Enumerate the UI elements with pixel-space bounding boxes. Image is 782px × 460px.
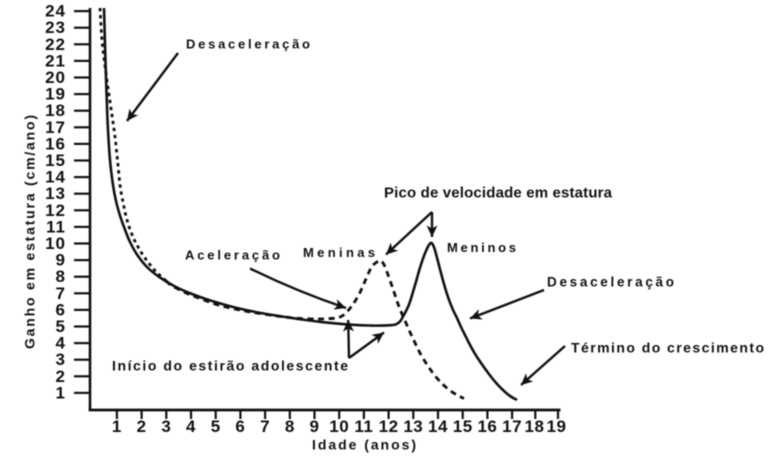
svg-text:3: 3 (56, 350, 66, 369)
svg-text:6: 6 (56, 300, 66, 319)
svg-text:Desaceleração: Desaceleração (547, 275, 674, 290)
svg-text:1: 1 (56, 383, 66, 402)
svg-text:7: 7 (260, 417, 270, 436)
svg-text:14: 14 (45, 168, 66, 187)
svg-text:22: 22 (45, 35, 66, 54)
svg-text:24: 24 (45, 2, 66, 21)
svg-text:2: 2 (56, 367, 66, 386)
svg-text:11: 11 (354, 417, 373, 436)
svg-text:5: 5 (56, 317, 66, 336)
svg-text:18: 18 (45, 101, 66, 120)
svg-text:4: 4 (56, 334, 66, 353)
svg-text:13: 13 (403, 417, 423, 436)
svg-text:11: 11 (46, 217, 66, 236)
svg-text:Término do crescimento: Término do crescimento (571, 340, 764, 356)
svg-text:17: 17 (502, 417, 522, 436)
svg-text:16: 16 (477, 417, 497, 436)
svg-text:Pico de velocidade em estatura: Pico de velocidade em estatura (384, 185, 613, 202)
svg-text:2: 2 (137, 417, 147, 436)
svg-text:Ganho em estatura (cm/ano): Ganho em estatura (cm/ano) (22, 115, 38, 349)
svg-text:13: 13 (45, 184, 66, 203)
svg-text:21: 21 (45, 51, 66, 70)
svg-text:19: 19 (45, 85, 66, 104)
svg-text:20: 20 (45, 68, 66, 87)
svg-text:15: 15 (453, 417, 473, 436)
svg-text:12: 12 (379, 417, 399, 436)
svg-text:18: 18 (525, 417, 545, 436)
svg-text:6: 6 (235, 417, 245, 436)
svg-text:9: 9 (310, 417, 320, 436)
svg-text:Meninas: Meninas (303, 245, 375, 260)
svg-text:14: 14 (428, 417, 448, 436)
svg-text:8: 8 (56, 267, 66, 286)
svg-text:3: 3 (161, 417, 171, 436)
svg-text:5: 5 (211, 417, 221, 436)
svg-text:23: 23 (45, 18, 66, 37)
svg-text:15: 15 (45, 151, 66, 170)
svg-text:Desaceleração: Desaceleração (186, 37, 310, 52)
svg-text:16: 16 (45, 134, 66, 153)
svg-text:7: 7 (56, 284, 66, 303)
svg-text:12: 12 (45, 201, 66, 220)
svg-text:Meninos: Meninos (447, 240, 516, 255)
svg-text:10: 10 (329, 417, 349, 436)
svg-text:1: 1 (112, 417, 122, 436)
svg-text:4: 4 (186, 417, 196, 436)
svg-text:10: 10 (45, 234, 66, 253)
svg-text:9: 9 (56, 251, 66, 270)
svg-text:19: 19 (547, 417, 567, 436)
svg-text:17: 17 (45, 118, 66, 137)
svg-text:8: 8 (285, 417, 295, 436)
svg-text:Início do estirão adolescente: Início do estirão adolescente (112, 358, 348, 374)
